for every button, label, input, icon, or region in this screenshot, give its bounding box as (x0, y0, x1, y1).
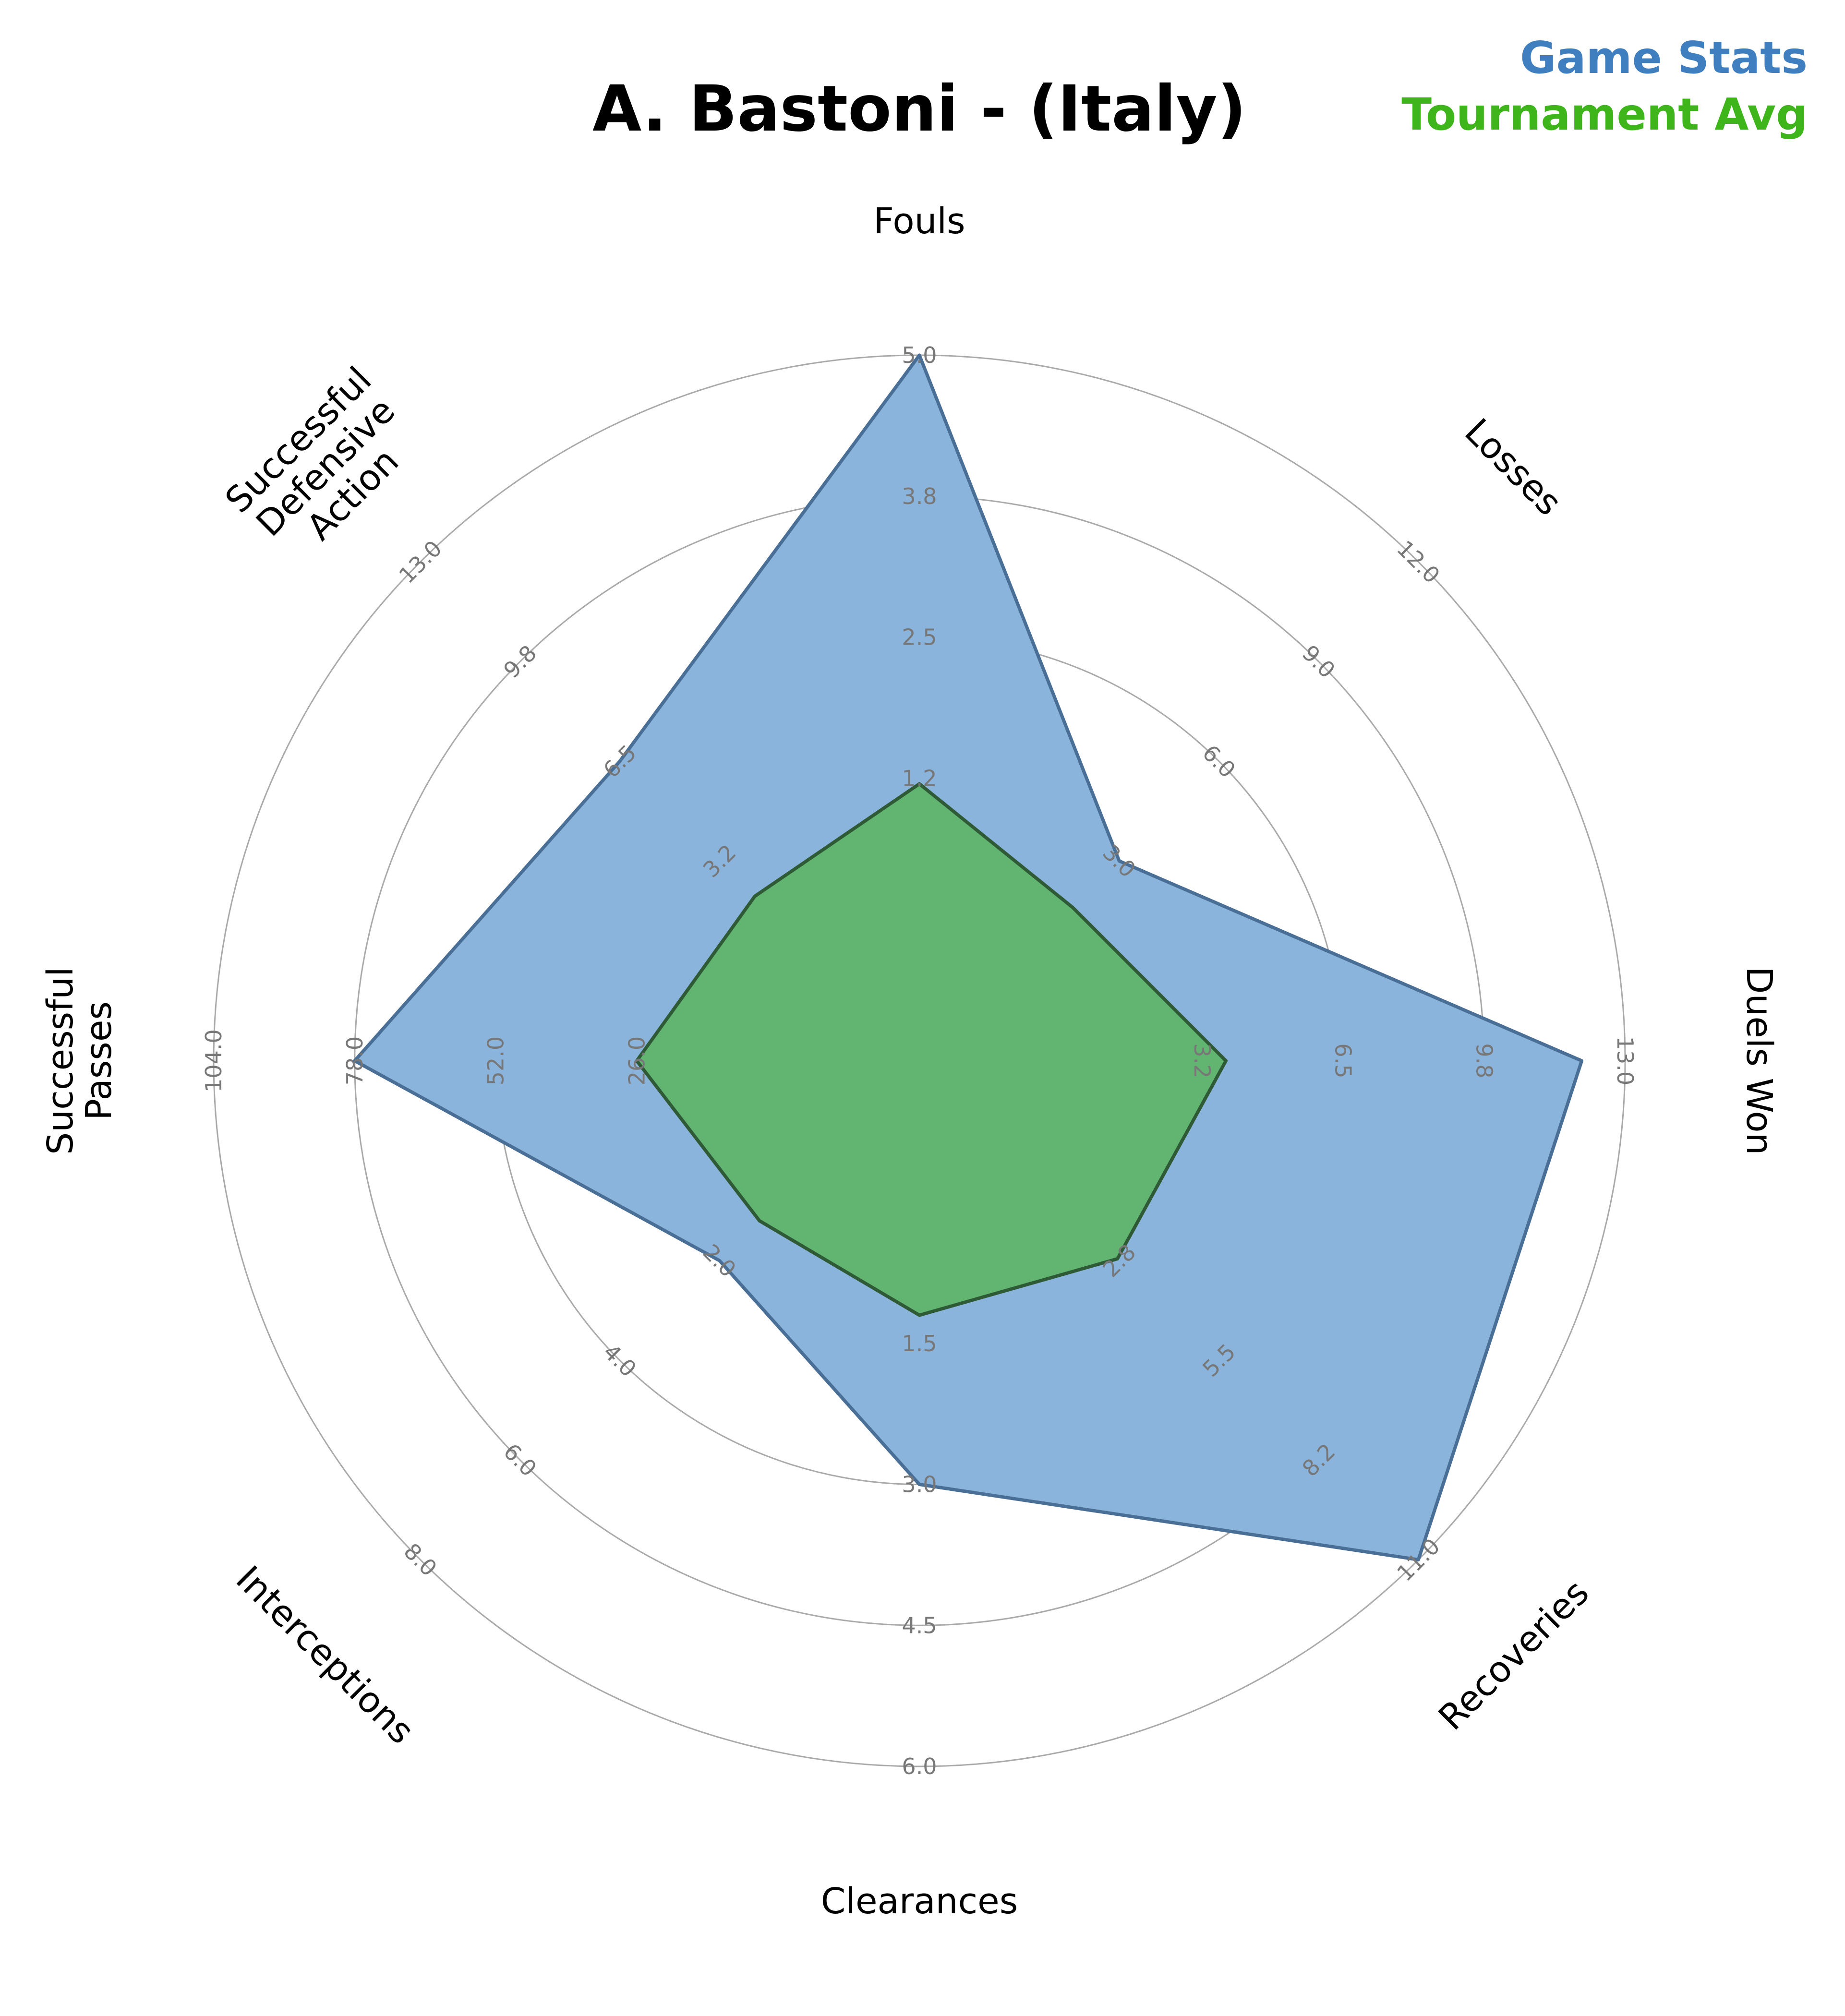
tick-label-duels-won-3: 9.8 (1471, 1043, 1497, 1078)
axis-label-losses: Losses (1457, 411, 1569, 524)
legend-tournament-avg: Tournament Avg (1401, 89, 1808, 140)
legend-game-stats: Game Stats (1520, 32, 1808, 84)
series-tournament-avg-polygon (635, 782, 1228, 1317)
tick-label-successful-passes-3: 78.0 (342, 1036, 368, 1085)
series-polygons (353, 353, 1584, 1561)
axis-label-fouls: Fouls (873, 201, 965, 242)
tick-label-clearances-4: 6.0 (902, 1753, 937, 1779)
axis-label-recoveries: Recoveries (1431, 1572, 1597, 1738)
tick-label-duels-won-1: 3.2 (1189, 1043, 1215, 1078)
axis-label-successful-passes: SuccessfulPasses (40, 967, 120, 1154)
tick-label-successful-passes-1: 26.0 (624, 1036, 650, 1085)
tick-label-clearances-3: 4.5 (902, 1612, 937, 1638)
tick-label-fouls-3: 3.8 (902, 483, 937, 509)
axis-label-successful-defensive-action: SuccessfulDefensiveAction (217, 359, 434, 576)
tick-label-successful-passes-2: 52.0 (483, 1036, 509, 1085)
axis-label-duels-won: Duels Won (1738, 966, 1780, 1155)
tick-label-clearances-1: 1.5 (902, 1331, 937, 1356)
axis-label-clearances: Clearances (821, 1881, 1018, 1922)
axis-label-interceptions: Interceptions (228, 1558, 422, 1752)
tick-label-successful-passes-4: 104.0 (201, 1029, 227, 1092)
tick-label-fouls-4: 5.0 (902, 342, 937, 368)
tick-label-duels-won-2: 6.5 (1330, 1043, 1356, 1078)
tick-label-fouls-2: 2.5 (902, 624, 937, 650)
tick-label-clearances-2: 3.0 (902, 1472, 937, 1498)
tick-label-duels-won-4: 13.0 (1612, 1036, 1638, 1085)
chart-title: A. Bastoni - (Italy) (592, 72, 1246, 146)
tick-label-fouls-1: 1.2 (902, 765, 937, 791)
